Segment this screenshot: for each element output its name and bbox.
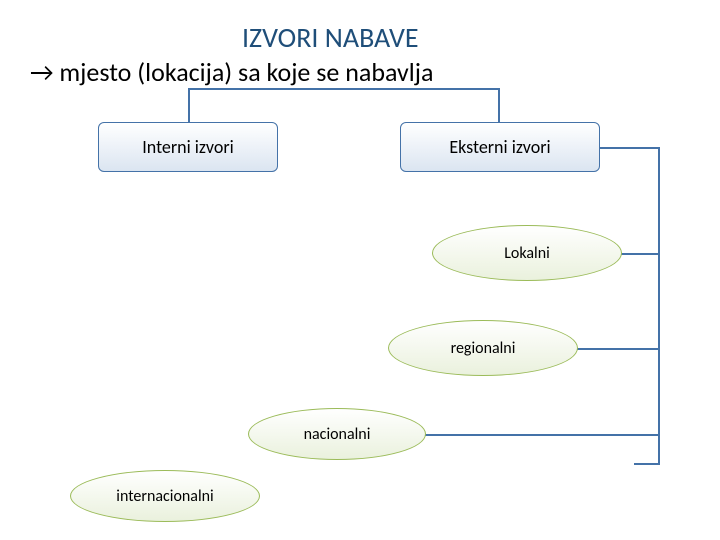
ellipse-nacionalni: nacionalni (248, 408, 426, 460)
connector-top-horizontal (188, 88, 500, 90)
connector-trunk (658, 147, 660, 465)
connector-bottom-cap (634, 463, 660, 465)
ellipse-regionalni: regionalni (388, 320, 578, 376)
connector-to-regionalni (576, 348, 660, 350)
connector-left-drop (188, 88, 190, 122)
box-interni: Interni izvori (98, 122, 278, 172)
connector-right-drop (498, 88, 500, 122)
page-subtitle: → mjesto (lokacija) sa koje se nabavlja (30, 56, 433, 88)
connector-trunk-from-box (600, 147, 660, 149)
ellipse-lokalni: Lokalni (432, 225, 622, 281)
connector-to-nacionalni (424, 434, 660, 436)
box-eksterni: Eksterni izvori (400, 122, 600, 172)
ellipse-internacionalni: internacionalni (70, 470, 260, 522)
page-title: IZVORI NABAVE (242, 20, 419, 55)
connector-to-lokalni (620, 253, 660, 255)
